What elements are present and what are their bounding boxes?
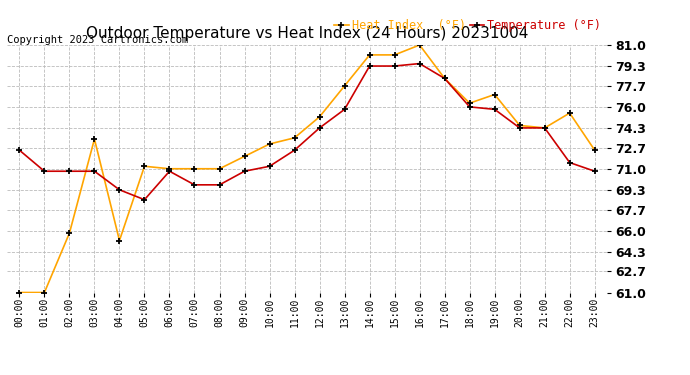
Legend: Heat Index  (°F), Temperature (°F): Heat Index (°F), Temperature (°F) bbox=[335, 19, 601, 32]
Title: Outdoor Temperature vs Heat Index (24 Hours) 20231004: Outdoor Temperature vs Heat Index (24 Ho… bbox=[86, 26, 529, 41]
Text: Copyright 2023 Cartronics.com: Copyright 2023 Cartronics.com bbox=[7, 35, 188, 45]
